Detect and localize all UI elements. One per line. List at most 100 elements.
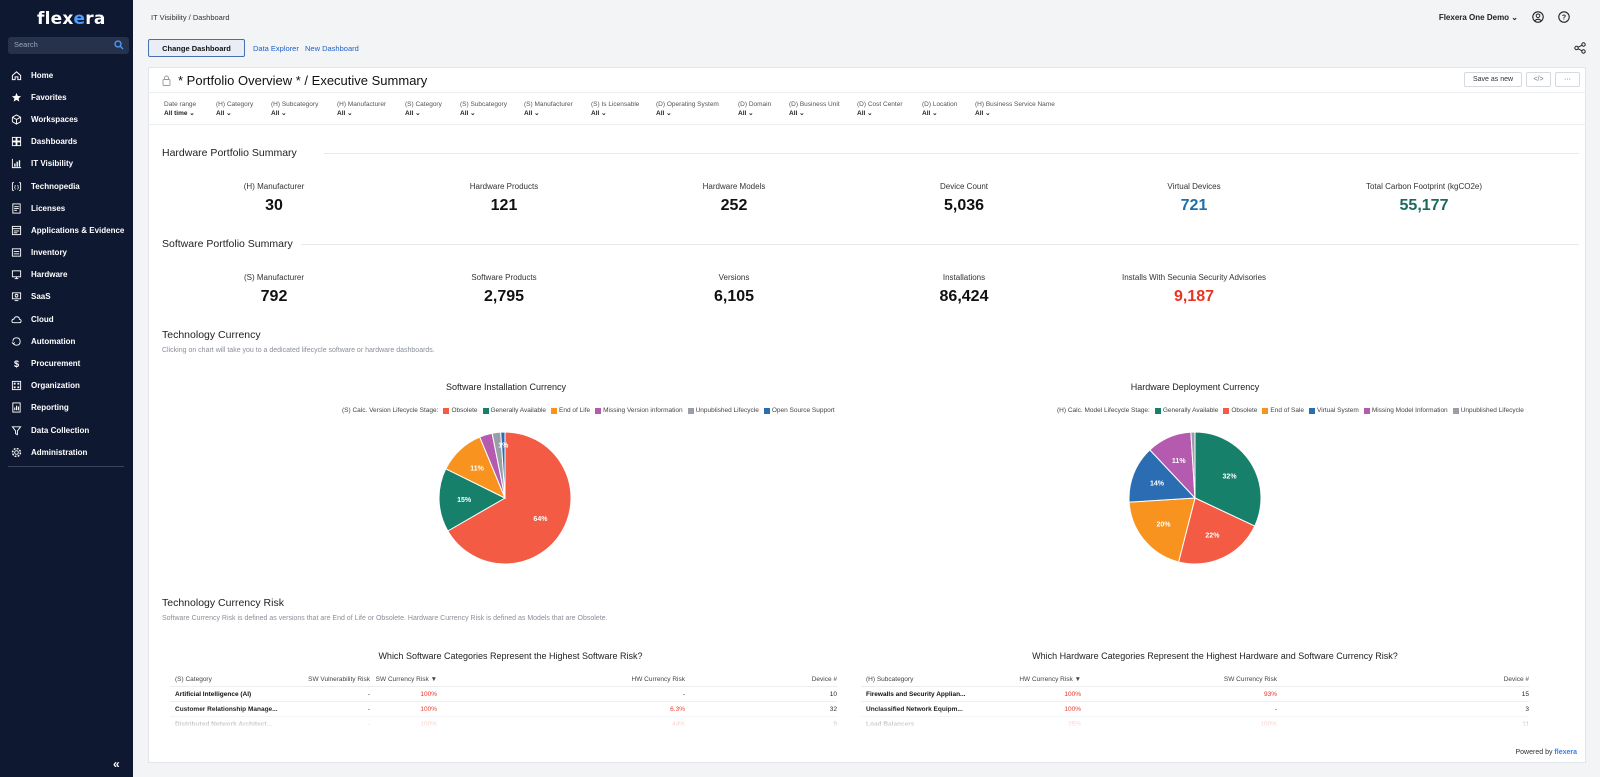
legend-item[interactable]: End of Life: [551, 407, 590, 414]
software-installation-pie[interactable]: 64% 15% 11% 1%: [425, 418, 585, 578]
sidebar-item-favorites[interactable]: Favorites: [0, 86, 133, 108]
column-header[interactable]: Device #: [1503, 676, 1529, 683]
column-header[interactable]: Device #: [811, 676, 837, 683]
code-view-button[interactable]: </>: [1526, 72, 1551, 87]
pie-slice-generally-available[interactable]: [438, 468, 507, 532]
legend-item[interactable]: Obsolete: [443, 407, 478, 414]
legend-item[interactable]: End of Sale: [1262, 407, 1304, 414]
sidebar-item-dashboards[interactable]: Dashboards: [0, 131, 133, 153]
filter-s-category[interactable]: (S) Category All ⌄: [405, 101, 442, 117]
legend-item[interactable]: Generally Available: [1154, 407, 1218, 414]
filter-d-domain[interactable]: (D) Domain All ⌄: [738, 101, 771, 117]
sidebar-item-organization[interactable]: Organization: [0, 375, 133, 397]
filter-d-location[interactable]: (D) Location All ⌄: [922, 101, 957, 117]
new-dashboard-link[interactable]: New Dashboard: [305, 44, 359, 53]
kpi-s-manufacturer[interactable]: (S) Manufacturer 792: [174, 273, 374, 306]
data-explorer-link[interactable]: Data Explorer: [253, 44, 299, 53]
filter-date-range[interactable]: Date range All time ⌄: [164, 101, 196, 117]
filter-s-subcategory[interactable]: (S) Subcategory All ⌄: [460, 101, 507, 117]
pie-slice-end-of-sale[interactable]: [1128, 497, 1196, 563]
kpi-installations[interactable]: Installations 86,424: [864, 273, 1064, 306]
kpi-value: 30: [265, 197, 283, 214]
column-header[interactable]: HW Currency Risk ▼: [1019, 676, 1081, 683]
sidebar-item-licenses[interactable]: Licenses: [0, 197, 133, 219]
filter-h-manufacturer[interactable]: (H) Manufacturer All ⌄: [337, 101, 386, 117]
pie-data-label: 20%: [1156, 522, 1171, 529]
collapse-sidebar-icon[interactable]: «: [113, 757, 120, 771]
filter-label: (S) Subcategory: [460, 101, 507, 108]
save-as-new-button[interactable]: Save as new: [1464, 72, 1522, 87]
column-header[interactable]: SW Currency Risk ▼: [375, 676, 437, 683]
column-header[interactable]: SW Currency Risk: [1223, 676, 1277, 683]
filter-s-is-licensable[interactable]: (S) Is Licensable All ⌄: [591, 101, 639, 117]
sidebar-item-automation[interactable]: Automation: [0, 330, 133, 352]
account-menu[interactable]: Flexera One Demo ⌄: [1438, 12, 1518, 22]
sidebar-item-workspaces[interactable]: Workspaces: [0, 108, 133, 130]
column-header[interactable]: HW Currency Risk: [631, 676, 685, 683]
sidebar: flexera Search Home Favorites Workspaces Da…: [0, 0, 133, 777]
sidebar-item-hardware[interactable]: Hardware: [0, 264, 133, 286]
filter-value: All ⌄: [922, 110, 938, 117]
user-icon[interactable]: [1532, 11, 1544, 23]
filter-h-subcategory[interactable]: (H) Subcategory All ⌄: [271, 101, 318, 117]
legend-item[interactable]: Unpublished Lifecycle: [687, 407, 759, 414]
filter-h-business-service-name[interactable]: (H) Business Service Name All ⌄: [975, 101, 1055, 117]
pie-slice-open-source-support[interactable]: [500, 431, 506, 499]
sidebar-item-label: SaaS: [31, 292, 51, 302]
search-input[interactable]: Search: [8, 37, 129, 54]
kpi-hardware-products[interactable]: Hardware Products 121: [404, 182, 604, 215]
search-icon[interactable]: [114, 40, 124, 50]
sidebar-item-label: Procurement: [31, 359, 81, 369]
filter-d-cost-center[interactable]: (D) Cost Center All ⌄: [857, 101, 903, 117]
pie-slice-unpublished-lifecycle[interactable]: [1190, 431, 1196, 499]
sidebar-item-it-visibility[interactable]: IT Visibility: [0, 153, 133, 175]
software-risk-table-title: Which Software Categories Represent the …: [378, 651, 643, 661]
sidebar-item-data-collection[interactable]: Data Collection: [0, 419, 133, 441]
more-options-button[interactable]: ···: [1555, 72, 1580, 87]
filter-s-manufacturer[interactable]: (S) Manufacturer All ⌄: [524, 101, 573, 117]
sidebar-item-reporting[interactable]: Reporting: [0, 397, 133, 419]
kpi-versions[interactable]: Versions 6,105: [634, 273, 834, 306]
filter-d-operating-system[interactable]: (D) Operating System All ⌄: [656, 101, 719, 117]
kpi-value: 121: [490, 197, 518, 214]
kpi-virtual-devices[interactable]: Virtual Devices 721: [1094, 182, 1294, 215]
pie-slice-obsolete[interactable]: [447, 431, 572, 565]
kpi-software-products[interactable]: Software Products 2,795: [404, 273, 604, 306]
table-row[interactable]: Firewalls and Security Applian... 100% 93%…: [861, 687, 1529, 702]
kpi-hardware-models[interactable]: Hardware Models 252: [634, 182, 834, 215]
help-icon[interactable]: ?: [1558, 11, 1570, 23]
sidebar-item-applications-evidence[interactable]: Applications & Evidence: [0, 219, 133, 241]
kpi-total-carbon-footprint-kgco2e[interactable]: Total Carbon Footprint (kgCO2e) 55,177: [1324, 182, 1524, 215]
flexera-logo[interactable]: flexera: [37, 9, 106, 29]
legend-item[interactable]: Virtual System: [1309, 407, 1359, 414]
column-header[interactable]: (H) Subcategory: [866, 676, 914, 683]
change-dashboard-button[interactable]: Change Dashboard: [148, 39, 245, 57]
sidebar-item-saas[interactable]: SaaS: [0, 286, 133, 308]
legend-item[interactable]: Obsolete: [1223, 407, 1257, 414]
legend-item[interactable]: Generally Available: [482, 407, 546, 414]
filter-h-category[interactable]: (H) Category All ⌄: [216, 101, 253, 117]
sidebar-item-home[interactable]: Home: [0, 64, 133, 86]
sidebar-item-administration[interactable]: Administration: [0, 441, 133, 463]
hardware-deployment-pie[interactable]: 32% 22% 20% 14% 11%: [1115, 418, 1275, 578]
software-chart-title: Software Installation Currency: [445, 382, 567, 392]
sidebar-item-cloud[interactable]: Cloud: [0, 308, 133, 330]
sidebar-item-inventory[interactable]: Inventory: [0, 242, 133, 264]
pie-slice-generally-available[interactable]: [1194, 431, 1262, 527]
kpi-device-count[interactable]: Device Count 5,036: [864, 182, 1064, 215]
column-header[interactable]: (S) Category: [175, 676, 212, 683]
kpi-h-manufacturer[interactable]: (H) Manufacturer 30: [174, 182, 374, 215]
kpi-installs-with-secunia-security-advisories[interactable]: Installs With Secunia Security Advisorie…: [1094, 273, 1294, 306]
pie-slice-virtual-system[interactable]: [1128, 449, 1197, 503]
sidebar-item-technopedia[interactable]: { } Technopedia: [0, 175, 133, 197]
share-icon[interactable]: [1574, 42, 1586, 54]
sidebar-item-procurement[interactable]: $ Procurement: [0, 352, 133, 374]
column-header[interactable]: SW Vulnerability Risk: [308, 676, 370, 683]
legend-item[interactable]: Missing Model Information: [1363, 407, 1448, 414]
legend-item[interactable]: Missing Version information: [595, 407, 683, 414]
legend-item[interactable]: Unpublished Lifecycle: [1452, 407, 1524, 414]
filter-d-business-unit[interactable]: (D) Business Unit All ⌄: [789, 101, 840, 117]
legend-item[interactable]: Open Source Support: [763, 407, 835, 414]
table-row[interactable]: Artificial Intelligence (AI) - 100% - 10: [170, 687, 837, 702]
pie-slice-obsolete[interactable]: [1177, 497, 1256, 565]
